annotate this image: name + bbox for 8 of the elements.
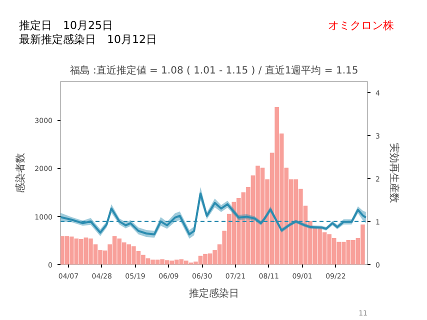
line-series xyxy=(60,192,367,236)
x-axis-title: 推定感染日 xyxy=(189,288,239,300)
y-axis-title: 感染者数 xyxy=(14,153,27,193)
chart-title: 福島 :直近推定値 = 1.08 ( 1.01 - 1.15 ) / 直近1週平均 = 1.15 xyxy=(70,64,358,76)
text: 推定日 10月25日 xyxy=(19,18,113,34)
text: オミクロン株 xyxy=(328,18,394,34)
text: 最新推定感染日 10月12日 xyxy=(19,32,157,48)
y2-axis-title: 実効再生産数 xyxy=(388,143,400,203)
